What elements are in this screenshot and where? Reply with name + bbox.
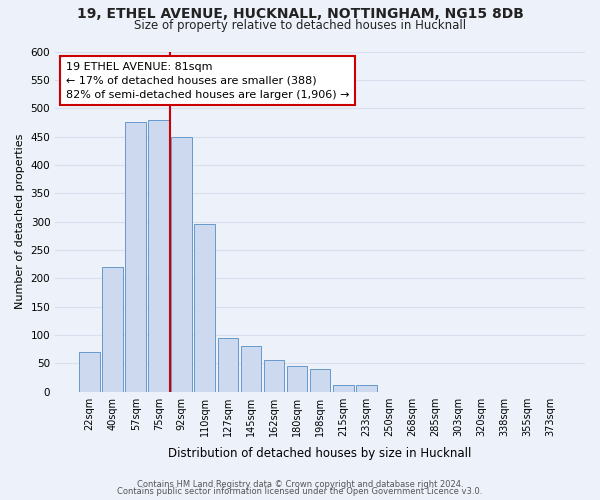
Bar — [218, 338, 238, 392]
Text: 19 ETHEL AVENUE: 81sqm
← 17% of detached houses are smaller (388)
82% of semi-de: 19 ETHEL AVENUE: 81sqm ← 17% of detached… — [66, 62, 349, 100]
Bar — [263, 360, 284, 392]
Bar — [287, 366, 307, 392]
Bar — [241, 346, 262, 392]
Text: 19, ETHEL AVENUE, HUCKNALL, NOTTINGHAM, NG15 8DB: 19, ETHEL AVENUE, HUCKNALL, NOTTINGHAM, … — [77, 8, 523, 22]
Bar — [333, 385, 353, 392]
Bar — [356, 385, 377, 392]
Bar — [172, 136, 192, 392]
Bar — [79, 352, 100, 392]
Bar — [148, 120, 169, 392]
Bar — [125, 122, 146, 392]
Text: Size of property relative to detached houses in Hucknall: Size of property relative to detached ho… — [134, 18, 466, 32]
Text: Contains public sector information licensed under the Open Government Licence v3: Contains public sector information licen… — [118, 487, 482, 496]
X-axis label: Distribution of detached houses by size in Hucknall: Distribution of detached houses by size … — [169, 447, 472, 460]
Bar — [310, 369, 331, 392]
Bar — [102, 267, 123, 392]
Text: Contains HM Land Registry data © Crown copyright and database right 2024.: Contains HM Land Registry data © Crown c… — [137, 480, 463, 489]
Y-axis label: Number of detached properties: Number of detached properties — [15, 134, 25, 310]
Bar — [194, 224, 215, 392]
